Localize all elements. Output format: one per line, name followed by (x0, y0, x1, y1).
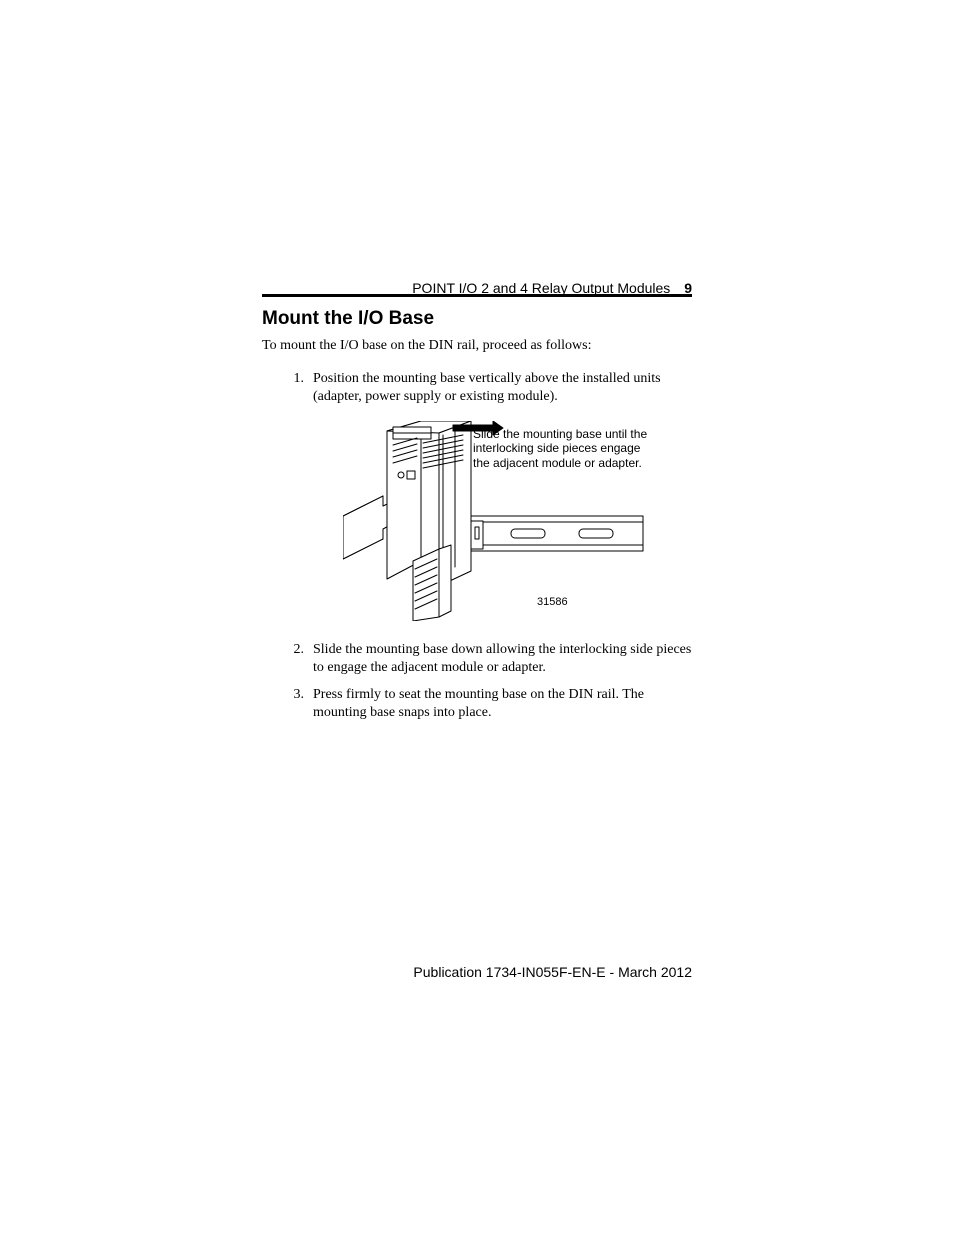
step-number: 2. (278, 641, 313, 676)
step-number: 1. (278, 370, 313, 405)
figure-row: Slide the mounting base until the interl… (278, 415, 692, 631)
mounting-figure: Slide the mounting base until the interl… (313, 421, 692, 621)
instruction-step-3: 3. Press firmly to seat the mounting bas… (278, 686, 692, 721)
section-heading: Mount the I/O Base (262, 308, 434, 330)
step-number-spacer (278, 415, 313, 631)
publication-footer: Publication 1734-IN055F-EN-E - March 201… (413, 964, 692, 980)
section-intro-text: To mount the I/O base on the DIN rail, p… (262, 338, 692, 354)
document-page: POINT I/O 2 and 4 Relay Output Modules 9… (0, 0, 954, 1235)
step-number: 3. (278, 686, 313, 721)
instruction-step-2: 2. Slide the mounting base down allowing… (278, 641, 692, 676)
step-text: Press firmly to seat the mounting base o… (313, 686, 692, 721)
instruction-step-1: 1. Position the mounting base vertically… (278, 370, 692, 405)
figure-callout-text: Slide the mounting base until the interl… (473, 427, 653, 470)
step-text: Position the mounting base vertically ab… (313, 370, 692, 405)
header-rule (262, 294, 692, 297)
step-text: Slide the mounting base down allowing th… (313, 641, 692, 676)
instruction-list: 1. Position the mounting base vertically… (278, 370, 692, 731)
figure-reference-number: 31586 (537, 596, 568, 610)
